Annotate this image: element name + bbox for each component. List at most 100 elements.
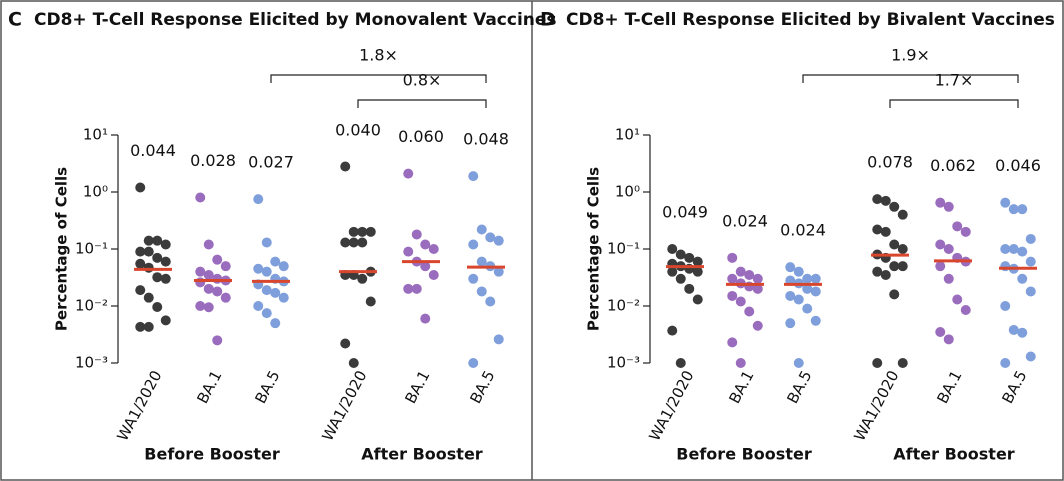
data-point [943,244,954,254]
data-point [872,194,883,205]
data-point [212,335,223,346]
data-point [212,286,223,297]
data-point [935,261,946,272]
data-point [357,226,368,237]
data-point [212,273,223,284]
data-point [348,358,359,368]
data-point [261,308,272,319]
data-point [476,224,487,235]
data-point [485,296,496,307]
data-point [744,306,755,317]
x-tick-label: BA.5 [998,368,1030,407]
data-point [744,269,755,280]
median-label: 0.024 [780,221,826,240]
data-point [675,358,686,368]
data-point [160,239,171,250]
data-point [270,318,281,329]
data-point [143,246,154,257]
data-point [897,358,908,368]
data-point [143,235,154,246]
data-point [1000,301,1011,311]
data-point [493,235,504,246]
data-point [880,269,891,280]
data-point [897,261,908,272]
median-label: 0.027 [248,153,294,172]
comparison-label: 1.9× [891,46,930,65]
data-point [493,266,504,277]
data-point [675,273,686,284]
data-point [468,273,479,284]
data-point [1017,204,1028,215]
y-tick-label: 10⁻¹ [607,240,640,258]
data-point [420,313,431,324]
data-point [872,224,883,235]
data-point [195,301,206,311]
data-point [1000,197,1011,208]
y-axis-label: Percentage of Cells [53,167,71,331]
data-point [735,296,746,307]
data-point [802,283,813,294]
median-label: 0.046 [995,156,1041,175]
data-point [143,321,154,332]
data-point [960,305,971,316]
data-point [261,266,272,277]
data-point [428,269,439,280]
data-point [810,286,821,297]
data-point [493,334,504,345]
data-point [428,244,439,254]
data-point [897,209,908,220]
data-point [735,266,746,277]
median-label: 0.060 [398,127,444,146]
data-point [160,256,171,267]
data-point [160,273,171,284]
data-point [348,226,359,237]
data-point [357,273,368,284]
data-point [880,226,891,237]
data-point [675,249,686,260]
data-point [411,229,422,240]
median-label: 0.028 [190,151,236,170]
data-point [278,292,289,303]
median-label: 0.040 [335,121,381,140]
data-point [420,239,431,250]
data-point [935,326,946,337]
data-point [160,315,171,326]
x-tick-label: BA.1 [725,368,757,407]
data-point [1017,327,1028,338]
group-label: Before Booster [676,445,812,464]
data-point [752,320,763,331]
data-point [1025,233,1036,244]
data-point [340,237,351,248]
data-point [203,283,214,294]
median-label: 0.062 [930,156,976,175]
data-point [735,358,746,368]
y-tick-label: 10¹ [83,126,108,144]
data-point [1000,244,1011,254]
data-point [1008,324,1019,335]
group-label: Before Booster [144,445,280,464]
data-point [943,334,954,345]
data-point [253,194,264,205]
data-point [667,244,678,254]
data-point [889,239,900,250]
y-tick-label: 10⁻² [75,297,108,315]
data-point [403,246,414,257]
data-point [220,292,231,303]
data-point [152,252,163,263]
data-point [802,273,813,284]
data-point [727,252,738,263]
data-point [667,325,678,336]
data-point [692,266,703,277]
data-point [1017,273,1028,284]
group-label: After Booster [893,445,1015,464]
data-point [684,283,695,294]
data-point [220,261,231,272]
data-point [727,290,738,301]
x-tick-label: WA1/2020 [850,368,902,444]
data-point [952,221,963,232]
y-tick-label: 10⁰ [83,183,108,201]
data-point [195,266,206,277]
data-point [897,244,908,254]
data-point [692,256,703,267]
